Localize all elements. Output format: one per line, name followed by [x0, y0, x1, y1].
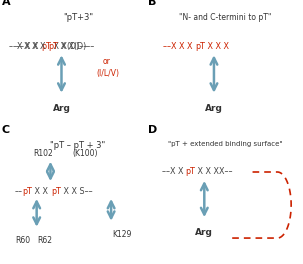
Text: X X S––: X X S––	[61, 187, 92, 196]
Text: X X(D)––: X X(D)––	[58, 42, 94, 51]
Text: X X: X X	[32, 187, 51, 196]
Text: Arg: Arg	[205, 104, 223, 113]
Text: pT: pT	[51, 187, 61, 196]
Text: Arg: Arg	[195, 228, 213, 237]
Text: D: D	[148, 125, 158, 135]
Text: R62: R62	[38, 236, 52, 245]
Text: "pT + extended binding surface": "pT + extended binding surface"	[168, 141, 282, 147]
Text: ––X X X: ––X X X	[16, 42, 48, 51]
Text: B: B	[148, 0, 157, 7]
Text: Arg: Arg	[52, 104, 70, 113]
Text: (K100): (K100)	[72, 149, 98, 158]
Text: pT: pT	[185, 167, 195, 177]
Text: X X(D)––: X X(D)––	[51, 42, 87, 51]
Text: A: A	[2, 0, 10, 7]
Text: K129: K129	[112, 230, 132, 239]
Text: or: or	[103, 58, 111, 67]
Text: C: C	[2, 125, 10, 135]
Text: (I/L/V): (I/L/V)	[96, 69, 119, 78]
Text: R60: R60	[15, 236, 30, 245]
Text: pT: pT	[23, 187, 32, 196]
Text: ––X X: ––X X	[161, 167, 185, 177]
Text: R102: R102	[34, 149, 53, 158]
Text: ––X X X: ––X X X	[9, 42, 41, 51]
Text: "pT+3": "pT+3"	[63, 13, 93, 22]
Text: X X X: X X X	[205, 42, 229, 51]
Text: "N- and C-termini to pT": "N- and C-termini to pT"	[179, 13, 271, 22]
Text: pT: pT	[195, 42, 205, 51]
Text: ––X X X: ––X X X	[163, 42, 195, 51]
Text: ––: ––	[15, 187, 23, 196]
Text: pT: pT	[48, 42, 58, 51]
Text: "pT – pT + 3": "pT – pT + 3"	[50, 141, 106, 150]
Text: pT: pT	[41, 42, 51, 51]
Text: X X XX––: X X XX––	[195, 167, 233, 177]
